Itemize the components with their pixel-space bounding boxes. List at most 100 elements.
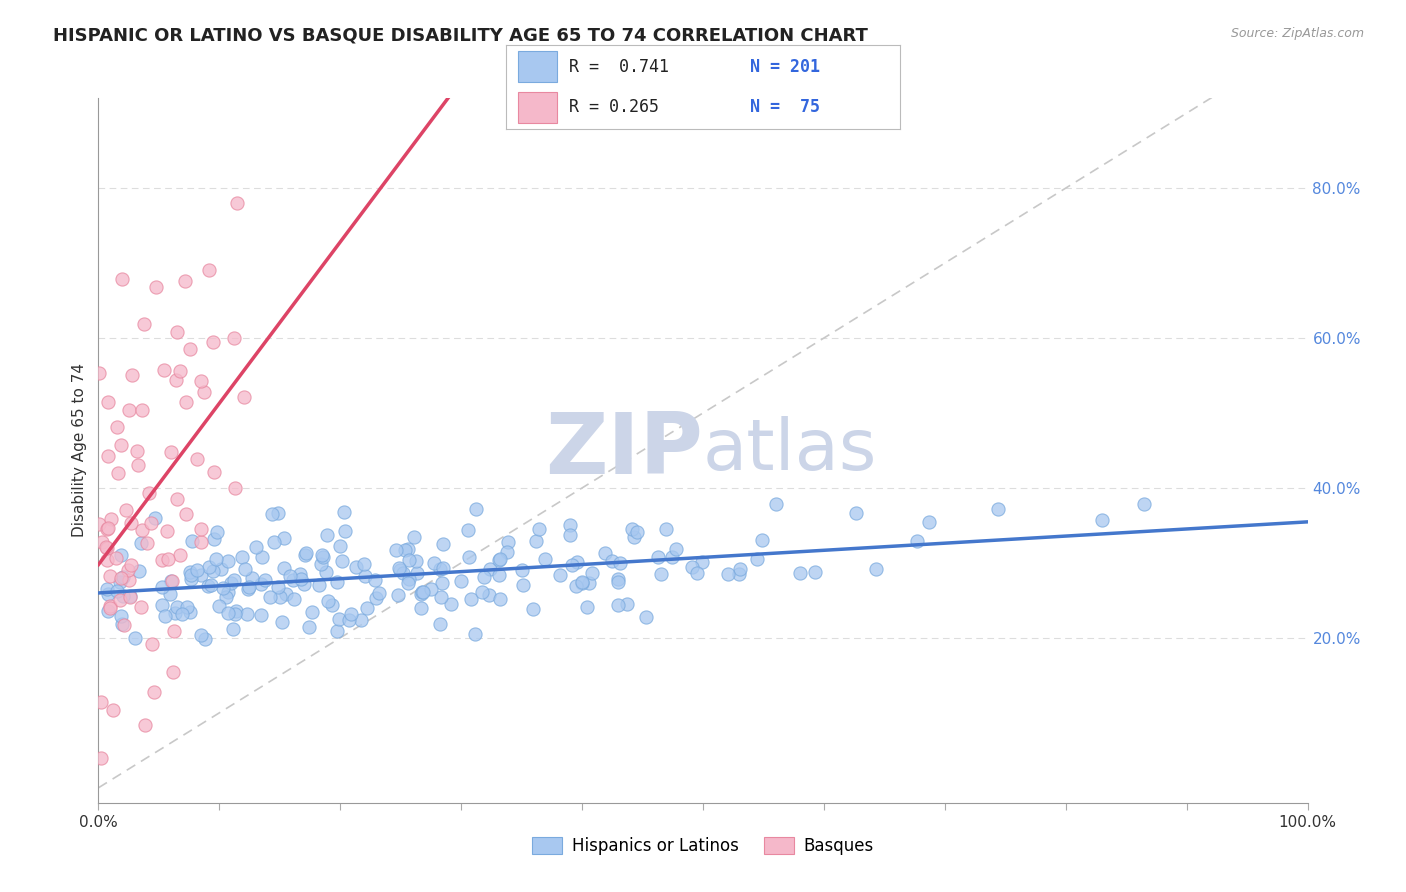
- Point: [159, 574, 181, 588]
- Point: [97, 604, 120, 618]
- Point: [131, 523, 153, 537]
- Point: [271, 615, 294, 630]
- Point: [176, 600, 198, 615]
- Point: [162, 624, 184, 638]
- Point: [132, 318, 155, 332]
- Point: [127, 443, 149, 458]
- Point: [134, 717, 156, 731]
- Point: [432, 536, 454, 550]
- Point: [233, 562, 256, 576]
- Point: [190, 535, 212, 549]
- Point: [120, 589, 142, 603]
- Point: [686, 566, 709, 580]
- Point: [661, 550, 683, 565]
- Point: [150, 553, 173, 567]
- Point: [267, 506, 290, 520]
- Point: [111, 272, 134, 286]
- Point: [316, 528, 339, 542]
- Point: [250, 576, 273, 591]
- Bar: [517, 92, 557, 122]
- Point: [217, 606, 239, 620]
- Point: [510, 563, 533, 577]
- Point: [332, 505, 354, 519]
- Point: [186, 451, 208, 466]
- Point: [150, 580, 173, 594]
- Text: N = 201: N = 201: [751, 58, 820, 76]
- Point: [263, 535, 285, 549]
- Point: [96, 541, 118, 556]
- Point: [96, 582, 118, 597]
- Point: [315, 566, 337, 580]
- Point: [98, 601, 121, 615]
- Point: [111, 570, 134, 584]
- Point: [727, 567, 749, 582]
- Point: [245, 540, 267, 554]
- Point: [128, 564, 150, 578]
- Text: atlas: atlas: [703, 416, 877, 485]
- Point: [388, 561, 411, 575]
- Point: [789, 566, 811, 581]
- Point: [429, 562, 451, 576]
- Point: [211, 582, 233, 596]
- Point: [110, 593, 132, 607]
- Point: [173, 274, 195, 288]
- Point: [565, 579, 588, 593]
- Point: [392, 566, 415, 581]
- Point: [179, 565, 201, 579]
- Point: [295, 546, 318, 560]
- Point: [194, 632, 217, 646]
- Point: [96, 522, 118, 536]
- Point: [301, 605, 323, 619]
- Point: [110, 609, 132, 624]
- Point: [169, 364, 191, 378]
- Point: [143, 511, 166, 525]
- Point: [803, 565, 825, 579]
- Point: [217, 554, 239, 568]
- Point: [488, 568, 510, 582]
- Point: [464, 627, 486, 641]
- Point: [222, 622, 245, 636]
- Point: [396, 542, 419, 557]
- Point: [200, 577, 222, 591]
- Point: [512, 578, 534, 592]
- Point: [561, 558, 583, 573]
- Point: [335, 524, 357, 538]
- Point: [411, 585, 433, 599]
- Text: N =  75: N = 75: [751, 98, 820, 116]
- Point: [156, 552, 179, 566]
- Point: [87, 517, 110, 532]
- Point: [593, 546, 616, 560]
- Point: [100, 512, 122, 526]
- Point: [197, 579, 219, 593]
- Point: [124, 631, 146, 645]
- Point: [495, 545, 517, 559]
- Point: [240, 571, 263, 585]
- Point: [280, 569, 302, 583]
- Point: [179, 343, 201, 357]
- Point: [398, 553, 420, 567]
- Point: [201, 334, 224, 349]
- Point: [208, 599, 231, 613]
- Point: [364, 591, 387, 606]
- Point: [97, 587, 120, 601]
- Point: [606, 572, 628, 586]
- Point: [429, 590, 451, 604]
- Point: [471, 584, 494, 599]
- Point: [522, 602, 544, 616]
- Point: [145, 279, 167, 293]
- Point: [865, 561, 887, 575]
- Point: [174, 507, 197, 521]
- Point: [141, 637, 163, 651]
- Point: [609, 556, 631, 570]
- Point: [655, 522, 678, 536]
- Point: [180, 567, 202, 582]
- Point: [252, 549, 274, 564]
- Point: [105, 420, 128, 434]
- Point: [117, 563, 139, 577]
- Point: [127, 458, 149, 473]
- Point: [616, 597, 638, 611]
- Point: [98, 599, 121, 613]
- Point: [326, 575, 349, 590]
- Point: [498, 535, 520, 549]
- Point: [138, 486, 160, 500]
